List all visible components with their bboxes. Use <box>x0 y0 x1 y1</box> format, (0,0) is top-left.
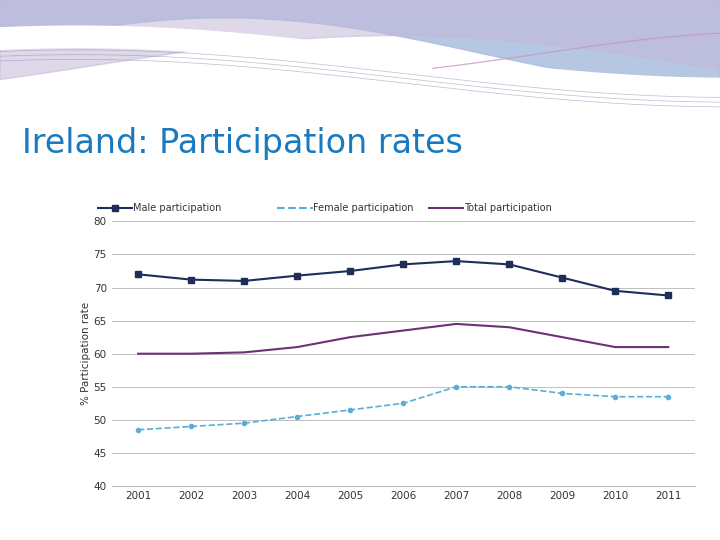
Text: Male participation: Male participation <box>133 203 222 213</box>
Text: Ireland: Participation rates: Ireland: Participation rates <box>22 127 462 160</box>
Text: Female participation: Female participation <box>313 203 414 213</box>
Y-axis label: % Participation rate: % Participation rate <box>81 302 91 405</box>
Text: Total participation: Total participation <box>464 203 552 213</box>
